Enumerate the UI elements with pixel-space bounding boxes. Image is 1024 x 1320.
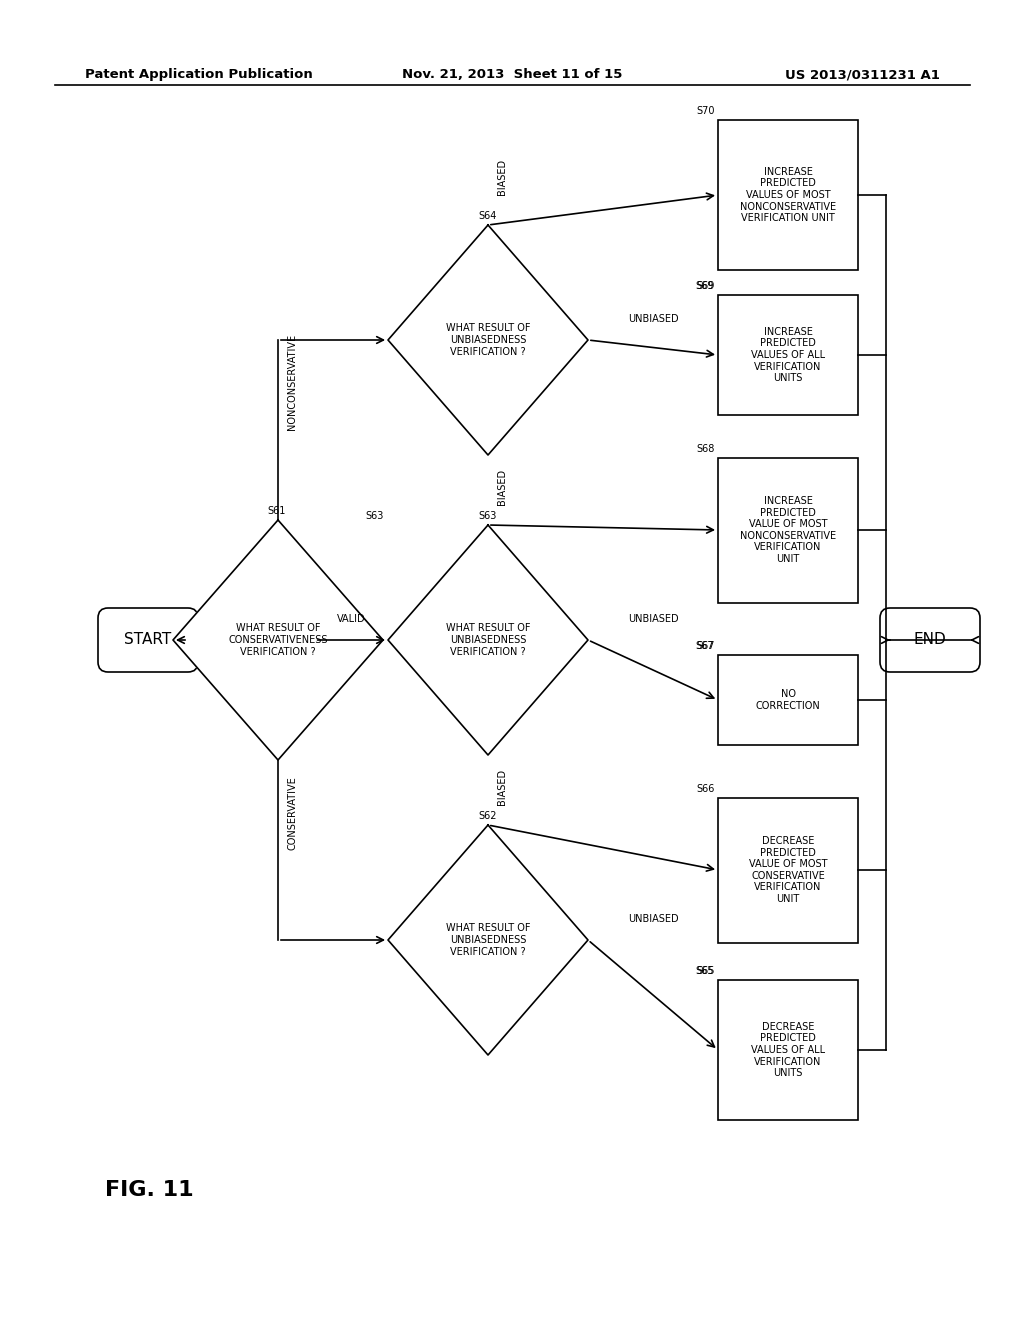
Polygon shape xyxy=(173,520,383,760)
Text: S63: S63 xyxy=(366,511,384,521)
Text: NO
CORRECTION: NO CORRECTION xyxy=(756,689,820,710)
Text: S61: S61 xyxy=(267,506,286,516)
Text: S67: S67 xyxy=(696,642,715,651)
Text: S68: S68 xyxy=(696,444,715,454)
Text: WHAT RESULT OF
CONSERVATIVENESS
VERIFICATION ?: WHAT RESULT OF CONSERVATIVENESS VERIFICA… xyxy=(228,623,328,656)
Polygon shape xyxy=(388,525,588,755)
FancyBboxPatch shape xyxy=(718,979,858,1119)
FancyBboxPatch shape xyxy=(880,609,980,672)
Text: NONCONSERVATIVE: NONCONSERVATIVE xyxy=(287,334,297,430)
Text: Patent Application Publication: Patent Application Publication xyxy=(85,69,312,81)
Text: S63: S63 xyxy=(478,511,497,521)
Text: S70: S70 xyxy=(696,106,715,116)
FancyBboxPatch shape xyxy=(718,458,858,602)
Text: S65: S65 xyxy=(695,966,714,975)
Text: US 2013/0311231 A1: US 2013/0311231 A1 xyxy=(785,69,940,81)
Text: BIASED: BIASED xyxy=(497,469,507,506)
FancyBboxPatch shape xyxy=(718,120,858,271)
Text: UNBIASED: UNBIASED xyxy=(628,614,678,624)
Text: DECREASE
PREDICTED
VALUE OF MOST
CONSERVATIVE
VERIFICATION
UNIT: DECREASE PREDICTED VALUE OF MOST CONSERV… xyxy=(749,836,827,904)
Text: START: START xyxy=(124,632,172,648)
Text: INCREASE
PREDICTED
VALUE OF MOST
NONCONSERVATIVE
VERIFICATION
UNIT: INCREASE PREDICTED VALUE OF MOST NONCONS… xyxy=(740,496,836,564)
FancyBboxPatch shape xyxy=(718,294,858,414)
Text: WHAT RESULT OF
UNBIASEDNESS
VERIFICATION ?: WHAT RESULT OF UNBIASEDNESS VERIFICATION… xyxy=(445,323,530,356)
Text: S65: S65 xyxy=(696,966,715,975)
Text: WHAT RESULT OF
UNBIASEDNESS
VERIFICATION ?: WHAT RESULT OF UNBIASEDNESS VERIFICATION… xyxy=(445,924,530,957)
FancyBboxPatch shape xyxy=(718,655,858,744)
Text: CONSERVATIVE: CONSERVATIVE xyxy=(287,776,297,850)
Text: S67: S67 xyxy=(695,642,714,651)
Polygon shape xyxy=(388,224,588,455)
Text: DECREASE
PREDICTED
VALUES OF ALL
VERIFICATION
UNITS: DECREASE PREDICTED VALUES OF ALL VERIFIC… xyxy=(751,1022,825,1078)
Text: S69: S69 xyxy=(696,281,715,290)
Text: VALID: VALID xyxy=(337,614,366,624)
Text: BIASED: BIASED xyxy=(497,158,507,195)
Text: BIASED: BIASED xyxy=(497,768,507,805)
FancyBboxPatch shape xyxy=(98,609,198,672)
Text: S69: S69 xyxy=(695,281,714,290)
Text: S64: S64 xyxy=(478,211,497,220)
Polygon shape xyxy=(388,825,588,1055)
Text: S62: S62 xyxy=(478,810,497,821)
Text: Nov. 21, 2013  Sheet 11 of 15: Nov. 21, 2013 Sheet 11 of 15 xyxy=(401,69,623,81)
Text: WHAT RESULT OF
UNBIASEDNESS
VERIFICATION ?: WHAT RESULT OF UNBIASEDNESS VERIFICATION… xyxy=(445,623,530,656)
Text: INCREASE
PREDICTED
VALUES OF MOST
NONCONSERVATIVE
VERIFICATION UNIT: INCREASE PREDICTED VALUES OF MOST NONCON… xyxy=(740,166,836,223)
FancyBboxPatch shape xyxy=(718,797,858,942)
Text: FIG. 11: FIG. 11 xyxy=(105,1180,194,1200)
Text: INCREASE
PREDICTED
VALUES OF ALL
VERIFICATION
UNITS: INCREASE PREDICTED VALUES OF ALL VERIFIC… xyxy=(751,327,825,383)
Text: END: END xyxy=(913,632,946,648)
Text: S66: S66 xyxy=(696,784,715,793)
Text: UNBIASED: UNBIASED xyxy=(628,314,678,323)
Text: UNBIASED: UNBIASED xyxy=(628,913,678,924)
